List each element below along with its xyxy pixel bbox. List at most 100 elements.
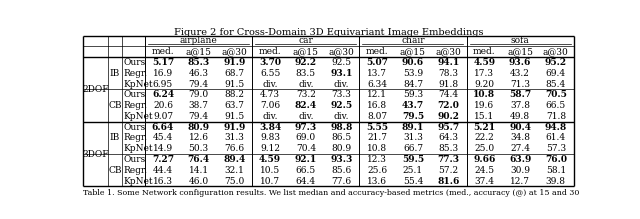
Text: 5.21: 5.21 xyxy=(474,123,495,132)
Text: 12.6: 12.6 xyxy=(189,133,209,142)
Text: 12.7: 12.7 xyxy=(510,177,530,185)
Text: KpNet: KpNet xyxy=(124,144,153,153)
Text: div.: div. xyxy=(334,112,349,121)
Text: 30.9: 30.9 xyxy=(510,166,530,175)
Text: 85.4: 85.4 xyxy=(546,79,566,88)
Text: 49.8: 49.8 xyxy=(510,112,530,121)
Text: a@30: a@30 xyxy=(436,47,461,56)
Text: 64.4: 64.4 xyxy=(296,177,316,185)
Text: CB: CB xyxy=(108,101,122,110)
Text: 93.3: 93.3 xyxy=(330,155,353,164)
Text: 72.0: 72.0 xyxy=(438,101,460,110)
Text: 93.6: 93.6 xyxy=(509,58,531,67)
Text: KpNet: KpNet xyxy=(124,112,153,121)
Text: Ours: Ours xyxy=(124,123,146,132)
Text: 79.5: 79.5 xyxy=(402,112,424,121)
Text: 98.8: 98.8 xyxy=(330,123,353,132)
Text: 80.9: 80.9 xyxy=(332,144,351,153)
Text: Ours: Ours xyxy=(124,90,146,99)
Text: 53.9: 53.9 xyxy=(403,69,423,78)
Text: 3DOF: 3DOF xyxy=(82,150,109,159)
Text: 83.5: 83.5 xyxy=(296,69,316,78)
Text: 4.59: 4.59 xyxy=(474,58,495,67)
Text: 19.6: 19.6 xyxy=(474,101,495,110)
Text: 43.2: 43.2 xyxy=(510,69,530,78)
Text: 20.6: 20.6 xyxy=(153,101,173,110)
Text: 15.1: 15.1 xyxy=(474,112,495,121)
Text: 91.5: 91.5 xyxy=(224,79,244,88)
Text: 73.2: 73.2 xyxy=(296,90,316,99)
Text: 92.5: 92.5 xyxy=(330,101,353,110)
Text: KpNet: KpNet xyxy=(124,177,153,185)
Text: 79.0: 79.0 xyxy=(189,90,209,99)
Text: 55.4: 55.4 xyxy=(403,177,423,185)
Text: 77.3: 77.3 xyxy=(438,155,460,164)
Text: div.: div. xyxy=(262,112,278,121)
Text: 88.2: 88.2 xyxy=(225,90,244,99)
Text: 75.0: 75.0 xyxy=(224,177,244,185)
Text: 6.55: 6.55 xyxy=(260,69,280,78)
Text: 14.1: 14.1 xyxy=(189,166,209,175)
Text: 66.7: 66.7 xyxy=(403,144,423,153)
Text: 84.7: 84.7 xyxy=(403,79,423,88)
Text: 69.0: 69.0 xyxy=(296,133,316,142)
Text: 91.8: 91.8 xyxy=(438,79,459,88)
Text: 46.0: 46.0 xyxy=(189,177,209,185)
Text: 63.9: 63.9 xyxy=(509,155,531,164)
Text: chair: chair xyxy=(401,36,425,45)
Text: 82.4: 82.4 xyxy=(295,101,317,110)
Text: a@15: a@15 xyxy=(400,47,426,56)
Text: 68.7: 68.7 xyxy=(225,69,244,78)
Text: 85.3: 85.3 xyxy=(438,144,459,153)
Text: a@30: a@30 xyxy=(221,47,247,56)
Text: 22.2: 22.2 xyxy=(474,133,494,142)
Text: 5.17: 5.17 xyxy=(152,58,174,67)
Text: 14.9: 14.9 xyxy=(153,144,173,153)
Text: 80.9: 80.9 xyxy=(188,123,210,132)
Text: 10.7: 10.7 xyxy=(260,177,280,185)
Text: 3.70: 3.70 xyxy=(259,58,281,67)
Text: 6.95: 6.95 xyxy=(153,79,173,88)
Text: 9.66: 9.66 xyxy=(473,155,495,164)
Text: 69.4: 69.4 xyxy=(546,69,566,78)
Text: 91.9: 91.9 xyxy=(223,58,246,67)
Text: 91.5: 91.5 xyxy=(224,112,244,121)
Text: 45.4: 45.4 xyxy=(153,133,173,142)
Text: 95.2: 95.2 xyxy=(545,58,567,67)
Text: IB: IB xyxy=(109,69,120,78)
Text: 76.6: 76.6 xyxy=(225,144,244,153)
Text: 66.5: 66.5 xyxy=(546,101,566,110)
Text: 21.7: 21.7 xyxy=(367,133,387,142)
Text: 90.2: 90.2 xyxy=(438,112,460,121)
Text: 81.6: 81.6 xyxy=(438,177,460,185)
Text: 4.73: 4.73 xyxy=(260,90,280,99)
Text: 37.8: 37.8 xyxy=(510,101,530,110)
Text: 12.3: 12.3 xyxy=(367,155,387,164)
Text: Ours: Ours xyxy=(124,58,146,67)
Text: 6.34: 6.34 xyxy=(367,79,387,88)
Text: 10.8: 10.8 xyxy=(367,144,387,153)
Text: a@15: a@15 xyxy=(507,47,533,56)
Text: 57.3: 57.3 xyxy=(546,144,566,153)
Text: 16.9: 16.9 xyxy=(153,69,173,78)
Text: 9.07: 9.07 xyxy=(153,112,173,121)
Text: 6.64: 6.64 xyxy=(152,123,174,132)
Text: 9.83: 9.83 xyxy=(260,133,280,142)
Text: 38.7: 38.7 xyxy=(189,101,209,110)
Text: 25.6: 25.6 xyxy=(367,166,387,175)
Text: 16.8: 16.8 xyxy=(367,101,387,110)
Text: div.: div. xyxy=(334,79,349,88)
Text: 89.4: 89.4 xyxy=(223,155,246,164)
Text: 92.2: 92.2 xyxy=(295,58,317,67)
Text: 71.8: 71.8 xyxy=(546,112,566,121)
Text: CB: CB xyxy=(108,166,122,175)
Text: 85.3: 85.3 xyxy=(188,58,210,67)
Text: 46.3: 46.3 xyxy=(189,69,209,78)
Text: 79.4: 79.4 xyxy=(189,79,209,88)
Text: 93.1: 93.1 xyxy=(330,69,353,78)
Text: 13.6: 13.6 xyxy=(367,177,387,185)
Text: 94.1: 94.1 xyxy=(438,58,460,67)
Text: Regr.: Regr. xyxy=(124,69,148,78)
Text: 5.07: 5.07 xyxy=(366,58,388,67)
Text: 39.8: 39.8 xyxy=(546,177,566,185)
